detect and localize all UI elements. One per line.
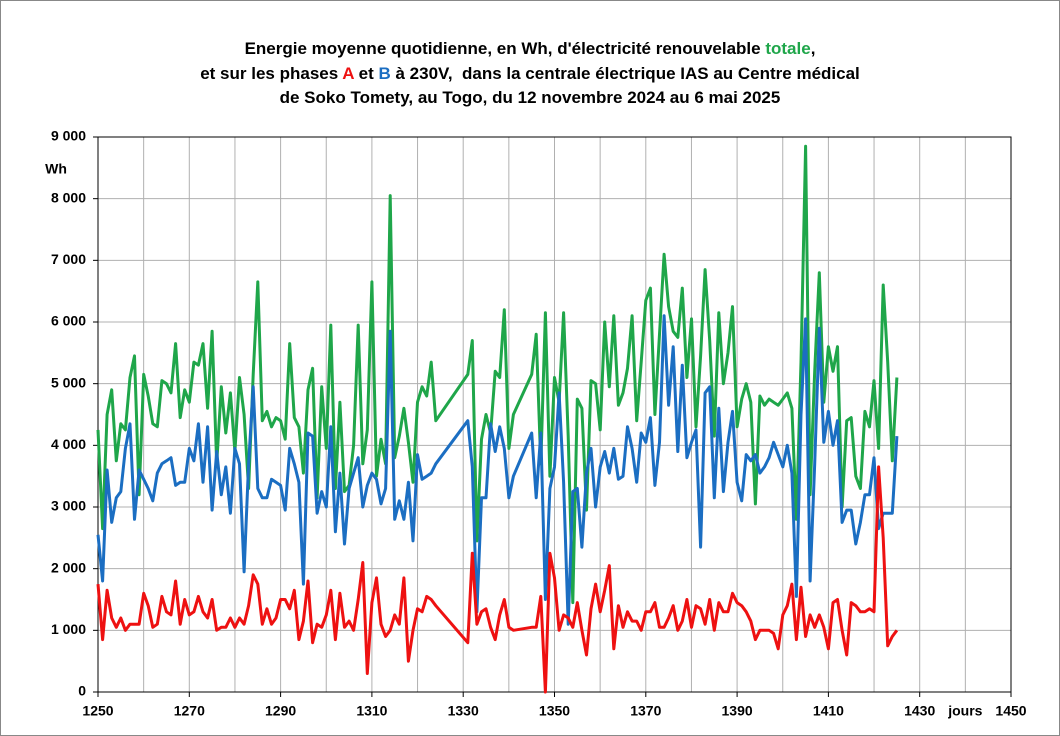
series-line [96, 465, 899, 694]
title-part: et sur les phases [200, 64, 342, 83]
y-tick-label: 5 000 [51, 374, 86, 390]
series-line [96, 144, 899, 605]
title-part: Energie moyenne quotidienne, en Wh, d'él… [245, 39, 766, 58]
title-line: Energie moyenne quotidienne, en Wh, d'él… [245, 39, 816, 58]
x-tick-label: 1430 [904, 703, 935, 719]
title-line: et sur les phases A et B à 230V, dans la… [200, 64, 860, 83]
title-part: , [811, 39, 816, 58]
x-tick-label: 1370 [630, 703, 661, 719]
x-tick-label: 1310 [356, 703, 387, 719]
title-line: de Soko Tomety, au Togo, du 12 novembre … [280, 88, 781, 107]
y-tick-label: 7 000 [51, 251, 86, 267]
x-tick-label: 1270 [174, 703, 205, 719]
x-tick-label: 1410 [813, 703, 844, 719]
x-tick-label: 1350 [539, 703, 570, 719]
y-tick-label: 0 [78, 683, 86, 699]
x-axis-label: jours [947, 703, 982, 719]
y-tick-label: 6 000 [51, 313, 86, 329]
y-axis-label: Wh [45, 161, 67, 177]
x-tick-label: 1390 [722, 703, 753, 719]
y-tick-label: 2 000 [51, 559, 86, 575]
plot-border [97, 136, 1012, 693]
title-part: B [379, 64, 391, 83]
x-tick-label: 1250 [82, 703, 113, 719]
title-part: A [342, 64, 354, 83]
y-tick-label: 1 000 [51, 621, 86, 637]
y-tick-label: 8 000 [51, 189, 86, 205]
x-tick-label: 1290 [265, 703, 296, 719]
y-tick-label: 9 000 [51, 128, 86, 144]
title-part: de Soko Tomety, au Togo, du 12 novembre … [280, 88, 781, 107]
title-part: à 230V, dans la centrale électrique IAS … [391, 64, 860, 83]
x-tick-label: 1330 [448, 703, 479, 719]
series-line [96, 314, 899, 626]
y-tick-label: 3 000 [51, 498, 86, 514]
title-part: et [354, 64, 379, 83]
title-part: totale [765, 39, 810, 58]
x-tick-label: 1450 [995, 703, 1026, 719]
y-tick-label: 4 000 [51, 436, 86, 452]
